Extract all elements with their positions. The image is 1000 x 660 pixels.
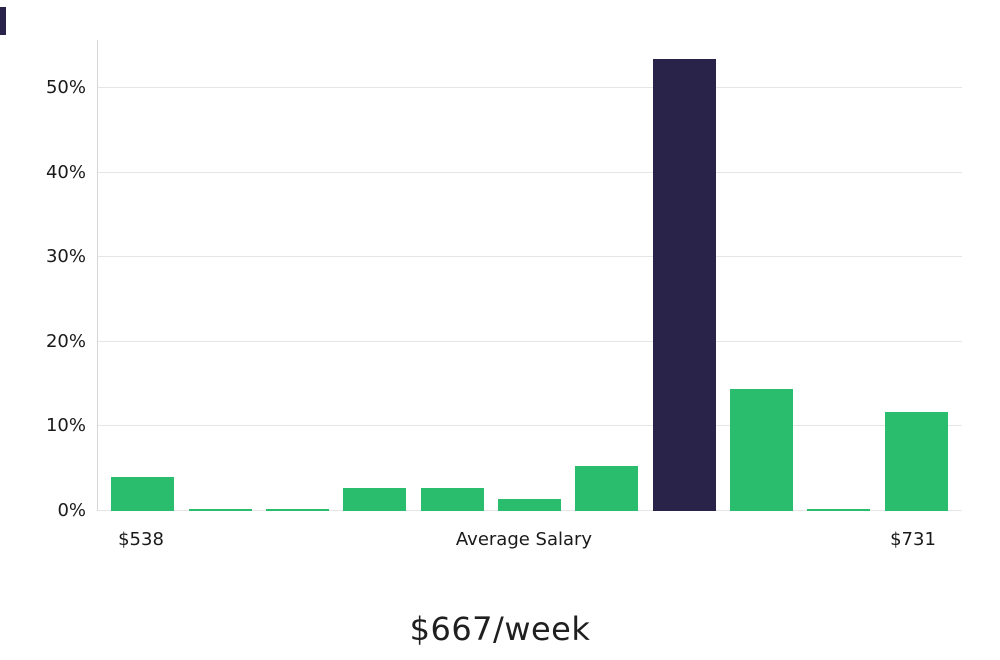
bars [97,40,962,511]
gridline [97,87,962,89]
x-axis-label-max: $731 [890,529,936,550]
y-tick-label: 20% [45,330,86,352]
cropped-element-fragment [0,7,6,35]
y-tick-label: 50% [45,77,86,99]
chart-title: $667/week [409,610,591,648]
x-axis-label-average: Average Salary [455,529,593,550]
y-tick-label: 0% [57,500,86,521]
bar [343,488,407,511]
bar [729,389,793,511]
gridline [97,425,962,427]
gridline [97,340,962,342]
bar [652,58,716,511]
bar [497,499,561,511]
bar [265,509,329,511]
y-axis-line [97,40,98,511]
gridline [97,171,962,173]
bar [420,488,484,511]
y-tick-label: 30% [45,246,86,268]
plot-area [97,40,962,511]
y-tick-label: 10% [45,415,86,437]
bar [188,509,252,511]
bar [884,412,948,511]
gridline [97,256,962,258]
bar [807,509,871,511]
bar [111,477,175,511]
bar [575,466,639,511]
y-axis-labels: 0% 10% 20% 30% 40% 50% [0,40,86,520]
x-axis-label-min: $538 [118,529,164,550]
y-tick-label: 40% [45,161,86,183]
